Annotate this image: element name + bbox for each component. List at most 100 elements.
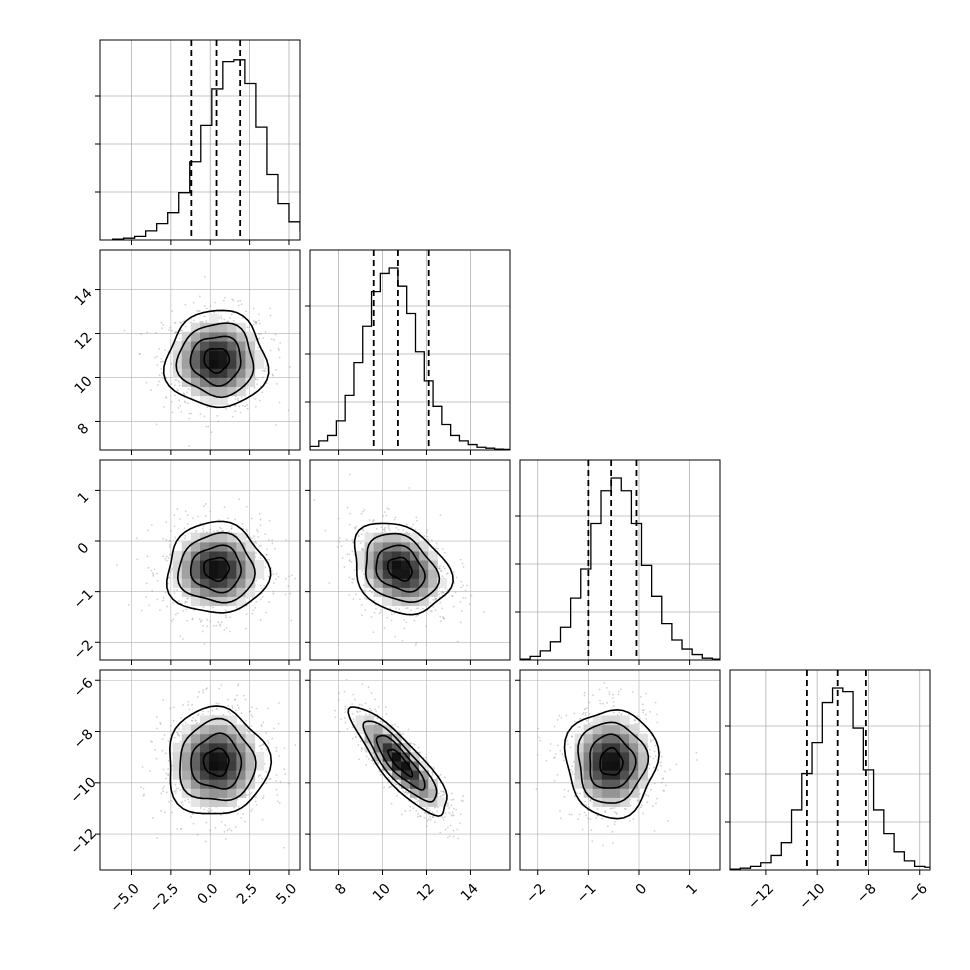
scatter-point	[252, 609, 254, 612]
scatter-point	[203, 305, 206, 307]
scatter-point	[176, 508, 179, 511]
scatter-point	[246, 407, 249, 410]
x-tick-label: 0.0	[194, 881, 221, 908]
scatter-point	[359, 740, 362, 743]
scatter-point	[150, 389, 152, 391]
scatter-point	[186, 391, 188, 394]
scatter-point	[427, 538, 430, 541]
scatter-point	[240, 303, 243, 306]
scatter-point	[230, 829, 233, 832]
scatter-point	[357, 534, 360, 537]
scatter-point	[182, 609, 185, 612]
scatter-point	[161, 738, 164, 741]
scatter-point	[191, 703, 194, 706]
scatter-point	[370, 615, 373, 618]
scatter-point	[351, 703, 353, 705]
scatter-point	[150, 740, 152, 743]
scatter-point	[246, 728, 249, 731]
scatter-point	[439, 514, 442, 517]
density-cell	[227, 560, 237, 570]
density-cell	[209, 550, 219, 561]
scatter-point	[172, 618, 175, 621]
x-tick-label: −5.0	[107, 881, 142, 916]
scatter-point	[258, 774, 260, 777]
scatter-point	[346, 506, 349, 509]
scatter-point	[164, 557, 167, 560]
scatter-point	[460, 580, 463, 583]
scatter-point	[374, 604, 377, 606]
scatter-point	[186, 600, 189, 603]
scatter-point	[188, 708, 191, 711]
scatter-point	[143, 793, 145, 796]
scatter-point	[294, 744, 297, 746]
scatter-point	[434, 599, 436, 601]
scatter-point	[231, 415, 234, 418]
scatter-point	[187, 704, 190, 706]
scatter-point	[173, 525, 176, 528]
density-cell	[218, 395, 228, 406]
scatter-point	[251, 715, 254, 718]
scatter-point	[353, 568, 356, 571]
scatter-point	[442, 591, 444, 594]
scatter-point	[162, 537, 165, 540]
scatter-point	[262, 797, 265, 799]
scatter-point	[456, 640, 459, 643]
scatter-point	[279, 780, 282, 783]
scatter-point	[350, 561, 353, 563]
scatter-point	[343, 716, 346, 719]
scatter-point	[259, 524, 262, 527]
scatter-point	[388, 508, 390, 511]
scatter-point	[181, 801, 184, 803]
scatter-point	[154, 331, 157, 334]
scatter-point	[386, 507, 389, 510]
scatter-point	[160, 809, 162, 812]
scatter-point	[234, 826, 237, 829]
scatter-point	[375, 607, 377, 610]
density-cell	[410, 578, 420, 588]
scatter-point	[269, 349, 272, 352]
scatter-point	[184, 721, 187, 724]
scatter-point	[199, 807, 202, 809]
scatter-point	[246, 530, 249, 533]
scatter-point	[136, 537, 138, 540]
scatter-point	[246, 404, 248, 406]
scatter-point	[150, 569, 153, 572]
scatter-point	[421, 607, 424, 610]
scatter-point	[191, 719, 194, 722]
density-cell	[227, 359, 237, 369]
scatter-point	[456, 828, 459, 831]
scatter-point	[241, 404, 244, 407]
scatter-point	[261, 376, 264, 379]
scatter-point	[171, 811, 174, 814]
density-cell	[245, 377, 256, 387]
histogram	[111, 59, 300, 240]
scatter-point	[415, 615, 418, 617]
scatter-point	[394, 516, 397, 519]
scatter-point	[406, 607, 409, 609]
scatter-point	[260, 744, 262, 747]
scatter-point	[179, 405, 182, 407]
scatter-point	[177, 732, 179, 735]
scatter-point	[364, 591, 366, 594]
density-cell	[200, 395, 210, 406]
scatter-point	[194, 719, 197, 722]
scatter-point	[434, 609, 437, 612]
density-cell	[218, 368, 228, 378]
scatter-point	[387, 524, 390, 526]
density-cell	[391, 541, 402, 552]
scatter-point	[169, 540, 172, 542]
scatter-point	[181, 804, 184, 806]
scatter-point	[190, 412, 192, 415]
scatter-point	[145, 582, 148, 585]
scatter-point	[216, 708, 219, 711]
scatter-point	[251, 808, 254, 811]
scatter-point	[455, 576, 458, 579]
scatter-point	[460, 799, 463, 802]
scatter-point	[438, 567, 440, 570]
scatter-point	[429, 609, 432, 612]
scatter-point	[169, 326, 172, 329]
scatter-point	[459, 621, 462, 624]
scatter-point	[256, 378, 259, 381]
scatter-point	[234, 709, 237, 712]
scatter-point	[155, 716, 158, 719]
